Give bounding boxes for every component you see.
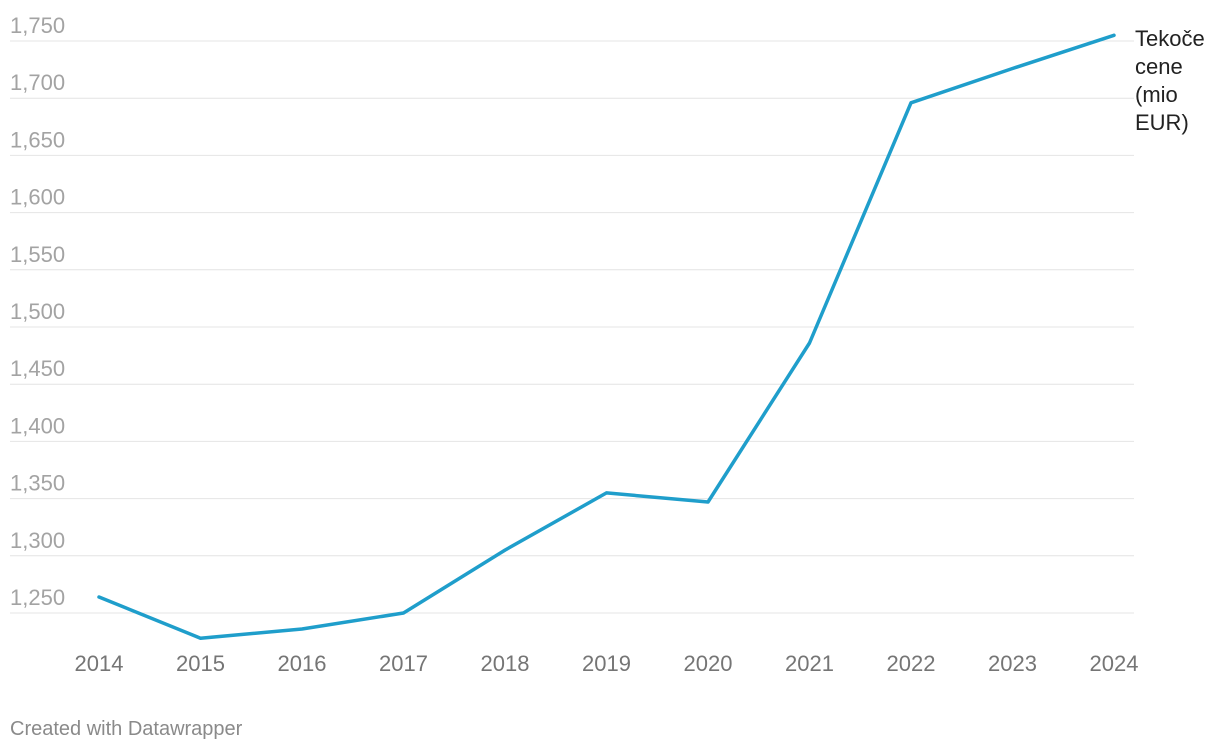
x-tick-label: 2017: [379, 651, 428, 676]
x-tick-label: 2014: [75, 651, 124, 676]
x-tick-label: 2022: [887, 651, 936, 676]
y-tick-label: 1,750: [10, 13, 65, 38]
y-tick-label: 1,450: [10, 356, 65, 381]
x-tick-label: 2021: [785, 651, 834, 676]
x-tick-label: 2020: [684, 651, 733, 676]
y-tick-label: 1,600: [10, 185, 65, 210]
y-tick-label: 1,350: [10, 471, 65, 496]
x-axis-ticks: 2014 2015 2016 2017 2018 2019 2020 2021 2022 2023…: [75, 651, 1139, 676]
y-tick-label: 1,550: [10, 242, 65, 267]
x-tick-label: 2015: [176, 651, 225, 676]
data-point: [503, 548, 507, 552]
data-point: [808, 341, 811, 345]
y-tick-label: 1,300: [10, 528, 65, 553]
y-tick-label: 1,250: [10, 585, 65, 610]
data-point: [1112, 33, 1116, 37]
series-line: [97, 33, 1116, 640]
data-point: [300, 627, 304, 631]
footer-credit: Created with Datawrapper: [10, 718, 243, 740]
data-point: [199, 636, 202, 640]
x-tick-label: 2019: [582, 651, 631, 676]
series-label: Tekoče cene (mio EUR): [1135, 26, 1205, 135]
data-point: [605, 491, 608, 495]
line-chart: 1,250 1,300 1,350 1,400 1,450 1,500 1,550 1,600…: [10, 13, 1139, 676]
x-tick-label: 2023: [988, 651, 1037, 676]
series: [97, 33, 1116, 640]
data-point: [1011, 66, 1014, 70]
data-point: [402, 611, 405, 615]
y-tick-label: 1,500: [10, 299, 65, 324]
y-tick-label: 1,700: [10, 70, 65, 95]
data-point: [706, 500, 710, 504]
gridlines: [10, 40, 1134, 614]
y-tick-label: 1,400: [10, 413, 65, 438]
data-point: [909, 101, 913, 105]
x-tick-label: 2024: [1090, 651, 1139, 676]
x-tick-label: 2016: [278, 651, 327, 676]
y-axis-ticks: 1,250 1,300 1,350 1,400 1,450 1,500 1,550 1,600…: [10, 13, 65, 610]
y-tick-label: 1,650: [10, 127, 65, 152]
x-tick-label: 2018: [481, 651, 530, 676]
data-point: [97, 595, 101, 599]
